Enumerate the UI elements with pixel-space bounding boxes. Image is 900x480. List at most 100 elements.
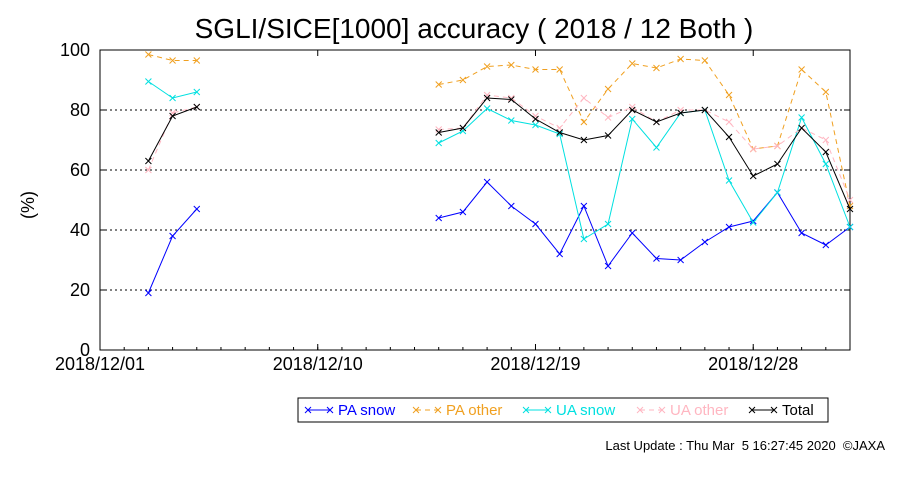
data-point [532, 66, 539, 73]
legend-marker [770, 406, 778, 414]
data-point [193, 103, 201, 111]
data-point [677, 106, 684, 114]
legend-marker [304, 406, 312, 414]
data-point [556, 129, 564, 136]
series-line [147, 208, 198, 294]
data-point [532, 220, 539, 228]
data-point [580, 235, 588, 243]
data-point [628, 103, 636, 111]
data-point [628, 60, 636, 67]
data-point [725, 133, 733, 141]
x-axis-ticks: 2018/12/01 2018/12/10 2018/12/19 2018/12/28 [55, 50, 851, 374]
data-point [749, 219, 757, 226]
data-point [580, 202, 588, 210]
series-line [438, 58, 851, 207]
series-pa-other [145, 51, 854, 210]
series-line [148, 81, 197, 99]
data-point [145, 289, 152, 297]
data-point [459, 208, 467, 216]
data-point [580, 136, 588, 144]
data-point [483, 94, 491, 102]
legend-item-total: Total [748, 402, 814, 419]
legend-label: PA other [446, 402, 502, 419]
legend-marker [544, 406, 552, 414]
data-point [532, 121, 539, 129]
chart-title: SGLI/SICE[1000] accuracy ( 2018 / 12 Bot… [195, 13, 754, 44]
data-point [532, 112, 539, 120]
data-point [604, 114, 612, 121]
legend: PA snow PA other UA snow UA other Total [297, 397, 829, 423]
data-point [435, 129, 443, 136]
data-point [580, 94, 588, 102]
legend-item-ua-other: UA other [636, 402, 728, 419]
series-total [145, 94, 854, 213]
series-group [145, 51, 854, 297]
x-tick-label: 2018/12/01 [55, 354, 145, 374]
data-point [701, 57, 709, 64]
data-point [145, 157, 152, 165]
data-point [483, 178, 491, 186]
legend-marker [748, 406, 756, 414]
data-point [556, 130, 564, 138]
x-tick-label: 2018/12/19 [490, 354, 580, 374]
y-axis-ticks: 0 20 40 60 80 100 [60, 40, 850, 360]
data-point [435, 139, 443, 147]
data-point [701, 106, 709, 114]
data-point [459, 127, 467, 135]
data-point [169, 232, 176, 240]
data-point [459, 76, 467, 84]
legend-label: UA other [670, 402, 728, 419]
y-tick-label: 20 [70, 280, 90, 300]
legend-item-pa-other: PA other [412, 402, 502, 419]
series-line [438, 107, 851, 240]
data-point [145, 166, 152, 174]
legend-marker [658, 406, 666, 414]
legend-label: PA snow [338, 402, 395, 419]
data-point [507, 202, 515, 210]
data-point [507, 94, 515, 102]
data-point [435, 126, 443, 133]
x-tick-label: 2018/12/10 [273, 354, 363, 374]
data-point [169, 112, 176, 120]
data-point [774, 189, 781, 196]
data-point [556, 66, 564, 73]
data-point [628, 229, 636, 237]
data-point [483, 105, 491, 112]
data-point [846, 205, 854, 213]
data-point [677, 256, 684, 264]
legend-marker [522, 406, 530, 414]
series-ua-other [145, 91, 854, 204]
data-point [193, 205, 201, 213]
series-line [147, 106, 197, 171]
data-point [604, 262, 612, 270]
series-line [438, 97, 851, 210]
legend-marker [434, 406, 442, 414]
data-point [169, 57, 176, 64]
data-point [556, 250, 564, 258]
data-point [774, 142, 781, 150]
y-tick-label: 40 [70, 220, 90, 240]
data-point [628, 106, 636, 114]
y-tick-label: 100 [60, 40, 90, 60]
plot-frame [99, 49, 851, 351]
data-point [580, 118, 588, 126]
data-point [604, 85, 612, 93]
data-point [507, 61, 515, 69]
x-tick-label: 2018/12/28 [708, 354, 798, 374]
legend-box [297, 397, 829, 423]
data-point [604, 132, 612, 139]
legend-item-ua-snow: UA snow [522, 402, 615, 419]
data-point [822, 160, 830, 168]
data-point [677, 109, 684, 117]
legend-marker [636, 406, 644, 414]
data-point [483, 63, 491, 70]
series-line [148, 54, 197, 61]
data-point [725, 223, 733, 231]
data-point [653, 118, 660, 126]
y-tick-label: 80 [70, 100, 90, 120]
legend-label: UA snow [556, 402, 615, 419]
data-point [532, 115, 539, 123]
last-update-footer: Last Update : Thu Mar 5 16:27:45 2020 ©J… [605, 438, 885, 453]
data-point [822, 241, 830, 249]
data-point [798, 66, 805, 73]
